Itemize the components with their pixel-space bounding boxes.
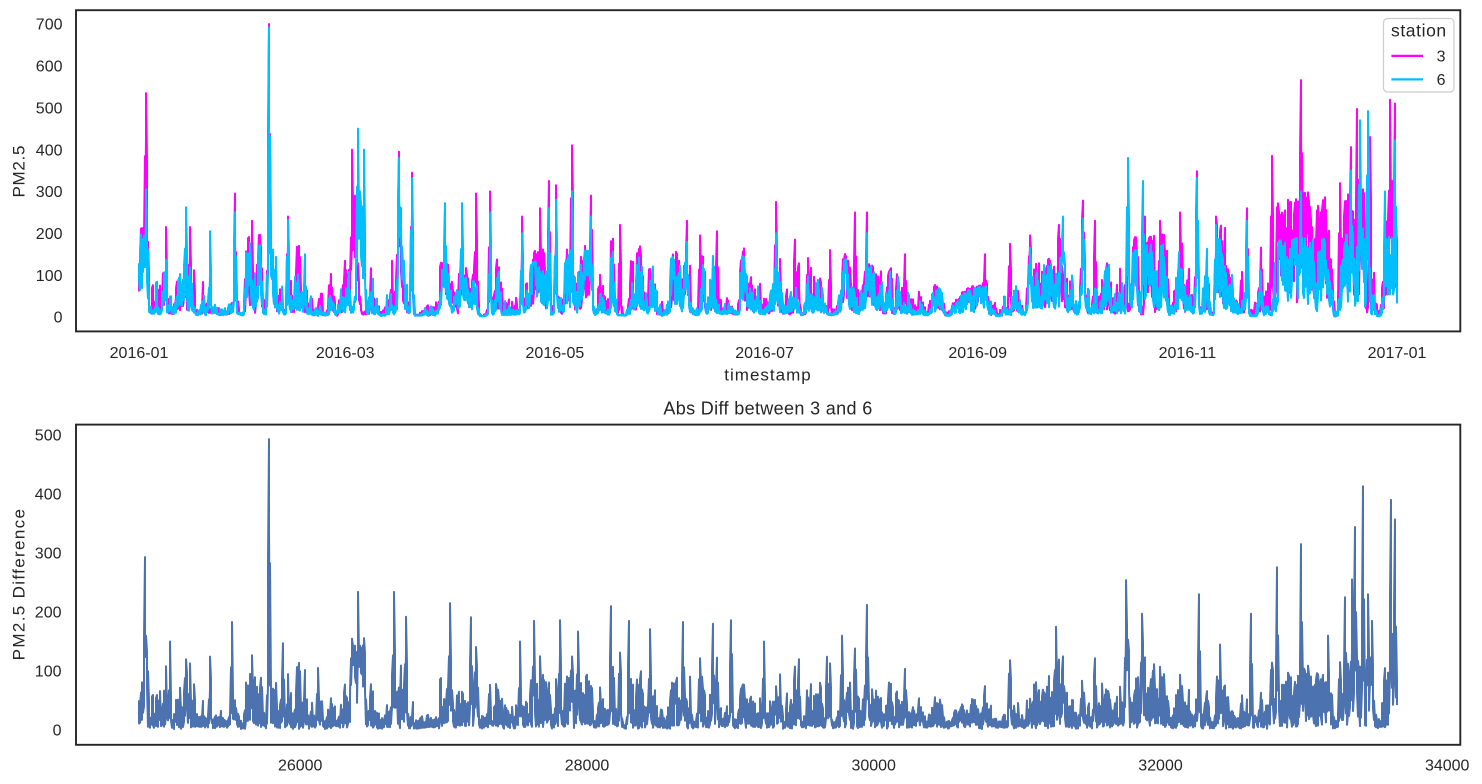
- svg-text:0: 0: [54, 310, 63, 327]
- svg-text:32000: 32000: [1138, 757, 1183, 774]
- svg-text:3: 3: [1437, 49, 1446, 66]
- svg-text:PM2.5: PM2.5: [10, 145, 29, 198]
- svg-text:500: 500: [35, 428, 62, 445]
- svg-text:100: 100: [35, 664, 62, 681]
- svg-text:2017-01: 2017-01: [1368, 345, 1427, 362]
- svg-text:Abs Diff between 3 and 6: Abs Diff between 3 and 6: [663, 399, 872, 419]
- svg-text:100: 100: [36, 268, 63, 285]
- svg-text:station: station: [1391, 21, 1447, 41]
- svg-text:timestamp: timestamp: [724, 366, 811, 385]
- svg-text:400: 400: [36, 142, 63, 159]
- svg-text:500: 500: [36, 100, 63, 117]
- svg-text:2016-05: 2016-05: [526, 345, 585, 362]
- svg-text:600: 600: [36, 59, 63, 76]
- svg-text:6: 6: [1437, 72, 1446, 89]
- svg-text:300: 300: [36, 184, 63, 201]
- svg-text:2016-03: 2016-03: [316, 345, 375, 362]
- svg-text:2016-01: 2016-01: [110, 345, 169, 362]
- svg-text:26000: 26000: [278, 757, 323, 774]
- svg-text:30000: 30000: [851, 757, 896, 774]
- svg-text:0: 0: [53, 723, 62, 740]
- svg-text:2016-11: 2016-11: [1159, 345, 1217, 362]
- svg-text:300: 300: [35, 546, 62, 563]
- svg-text:34000: 34000: [1425, 757, 1470, 774]
- svg-text:2016-07: 2016-07: [735, 345, 794, 362]
- svg-text:PM2.5 Difference: PM2.5 Difference: [10, 508, 29, 661]
- svg-text:700: 700: [36, 17, 63, 34]
- svg-text:2016-09: 2016-09: [948, 345, 1007, 362]
- svg-text:400: 400: [35, 487, 62, 504]
- svg-text:200: 200: [35, 605, 62, 622]
- svg-text:200: 200: [36, 226, 63, 243]
- svg-text:28000: 28000: [565, 757, 610, 774]
